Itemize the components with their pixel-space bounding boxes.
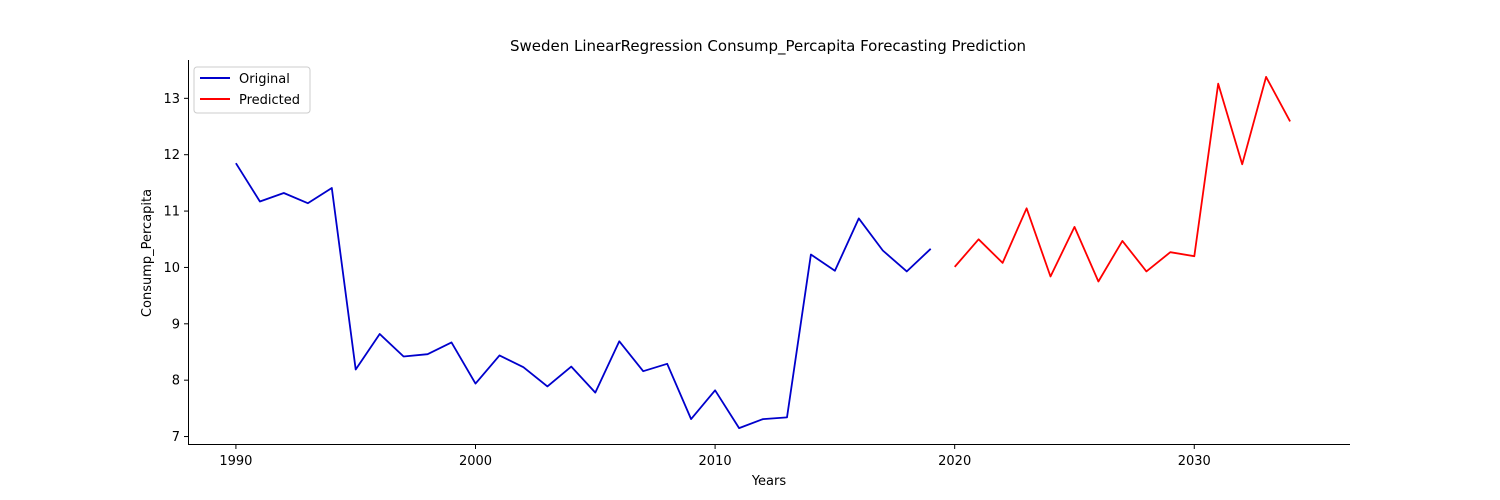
x-tick-label: 2010: [699, 454, 732, 469]
y-tick-label: 12: [163, 148, 180, 163]
x-tick-label: 1990: [219, 454, 252, 469]
x-tick-label: 2030: [1178, 454, 1211, 469]
x-axis-ticks: 1990 2000 2010 2020 2030: [219, 445, 1211, 469]
x-tick-label: 2020: [938, 454, 971, 469]
y-axis-label: Consump_Percapita: [140, 189, 155, 317]
legend-label-predicted: Predicted: [239, 93, 300, 108]
x-axis-label: Years: [751, 474, 787, 489]
y-tick-label: 9: [172, 317, 180, 332]
x-tick-label: 2000: [459, 454, 492, 469]
y-tick-label: 7: [172, 430, 180, 445]
plot-area: [235, 76, 1291, 430]
y-axis-ticks: 7 8 9 10 11 12 13: [163, 92, 188, 445]
y-tick-label: 13: [163, 92, 180, 107]
y-tick-label: 10: [163, 261, 180, 276]
chart-title: Sweden LinearRegression Consump_Percapit…: [510, 37, 1026, 56]
series-line-original: [235, 162, 932, 430]
y-tick-label: 11: [163, 205, 180, 220]
legend: Original Predicted: [193, 66, 311, 114]
legend-label-original: Original: [239, 72, 290, 87]
series-line-predicted: [954, 76, 1291, 283]
y-tick-label: 8: [172, 374, 180, 389]
